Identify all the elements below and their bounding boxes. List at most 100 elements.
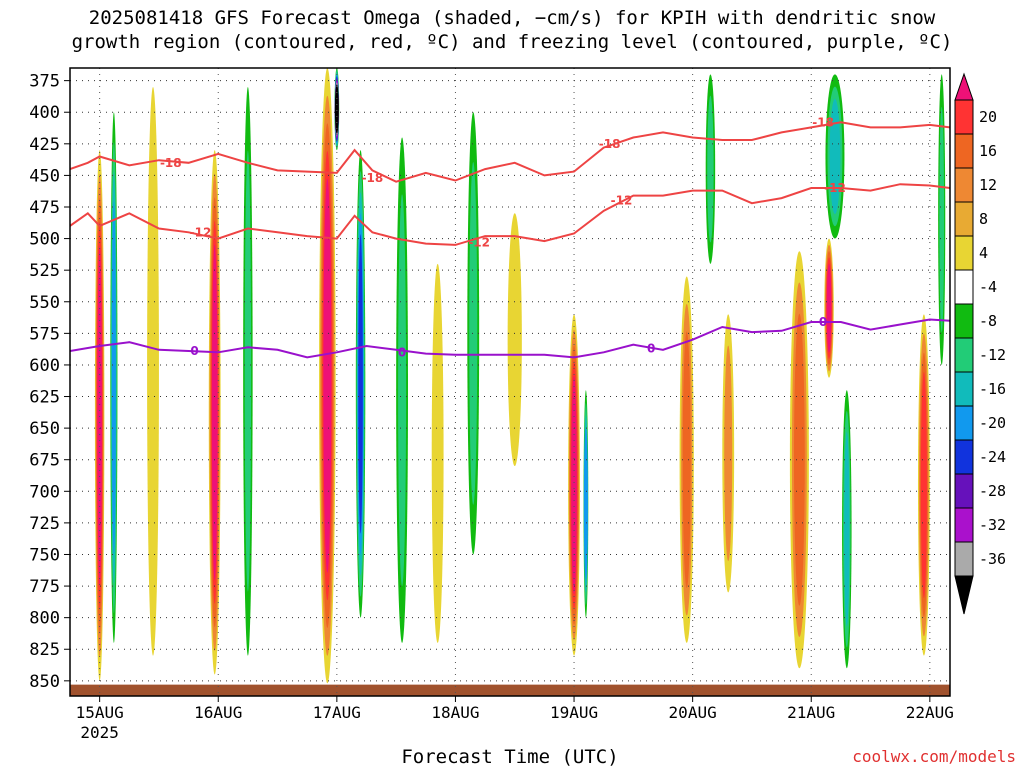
colorbar-tick-label: 4 [979, 244, 988, 262]
omega-cell [469, 161, 478, 505]
x-tick-label: 19AUG [550, 703, 598, 722]
y-tick-label: 750 [29, 545, 60, 565]
y-tick-label: 800 [29, 609, 60, 629]
terrain-band [70, 684, 950, 696]
x-tick-label: 21AUG [787, 703, 835, 722]
colorbar-tick-label: -32 [979, 516, 1006, 534]
omega-cell [211, 244, 218, 581]
contour-line [70, 318, 950, 359]
y-tick-label: 475 [29, 198, 60, 218]
x-axis-label: Forecast Time (UTC) [401, 746, 619, 768]
colorbar-swatch [954, 507, 974, 543]
y-tick-label: 450 [29, 166, 60, 186]
colorbar-tick-label: -8 [979, 312, 997, 330]
y-tick-label: 575 [29, 324, 60, 344]
omega-cell [844, 431, 850, 627]
y-tick-label: 400 [29, 103, 60, 123]
colorbar-tick-label: 8 [979, 210, 988, 228]
omega-cell [826, 263, 832, 353]
contour-label: -12 [468, 235, 490, 249]
omega-cell [398, 194, 407, 587]
colorbar-tick-label: 12 [979, 176, 997, 194]
colorbar-tick-label: -28 [979, 482, 1006, 500]
y-tick-label: 850 [29, 672, 60, 692]
y-tick-label: 650 [29, 419, 60, 439]
colorbar-swatch [954, 337, 974, 373]
y-tick-label: 825 [29, 640, 60, 660]
contour-label: -12 [824, 181, 846, 195]
colorbar-tick-label: -36 [979, 550, 1006, 568]
y-tick-label: 425 [29, 135, 60, 155]
title-line-2: growth region (contoured, red, ºC) and f… [71, 31, 953, 53]
omega-cell [111, 201, 116, 554]
omega-cell [97, 245, 102, 586]
colorbar-swatch [954, 167, 974, 203]
y-tick-label: 625 [29, 388, 60, 408]
contour-label: 0 [190, 344, 198, 358]
y-tick-label: 725 [29, 514, 60, 534]
colorbar-swatch [954, 99, 974, 135]
omega-field [94, 68, 946, 684]
omega-cell [334, 84, 339, 134]
title-line-1: 2025081418 GFS Forecast Omega (shaded, −… [88, 7, 936, 29]
y-tick-label: 775 [29, 577, 60, 597]
x-tick-label: 15AUG [76, 703, 124, 722]
contour-label: -18 [599, 137, 621, 151]
colorbar-swatch [954, 133, 974, 169]
y-tick-label: 375 [29, 72, 60, 92]
x-axis: 15AUG 16AUG 17AUG 18AUG 19AUG 20AUG 21AUG 22AUG… [76, 696, 954, 742]
omega-cell [244, 150, 252, 592]
omega-cell [920, 371, 927, 598]
y-tick-label: 600 [29, 356, 60, 376]
colorbar-tick-label: -12 [979, 346, 1006, 364]
colorbar-swatch [954, 371, 974, 407]
plot-frame [69, 67, 951, 697]
y-tick-label: 700 [29, 482, 60, 502]
contour-label: -12 [611, 194, 633, 208]
x-tick-label: 20AUG [669, 703, 717, 722]
colorbar-swatch [954, 473, 974, 509]
terrain-surface [70, 684, 950, 696]
contour-label: -18 [362, 171, 384, 185]
colorbar-tick-label: 16 [979, 142, 997, 160]
contour-label: 0 [647, 342, 655, 356]
omega-cell [323, 178, 332, 573]
omega-cell [707, 95, 714, 243]
omega-cell [358, 234, 363, 534]
colorbar-bottom-arrow [954, 575, 974, 615]
colorbar-swatch [954, 303, 974, 339]
y-tick-label: 500 [29, 230, 60, 250]
contour-label: 0 [398, 345, 406, 359]
colorbar-swatch [954, 439, 974, 475]
colorbar-tick-label: -16 [979, 380, 1006, 398]
omega-cell [794, 313, 805, 606]
omega-cell [583, 428, 588, 580]
colorbar-swatch [954, 541, 974, 577]
omega-cell [571, 375, 577, 595]
colorbar-tick-label: -24 [979, 448, 1006, 466]
contour-label: -18 [812, 115, 834, 129]
colorbar-swatch [954, 405, 974, 441]
contour-label: 0 [819, 315, 827, 329]
omega-cell [507, 213, 522, 467]
contour-label: -12 [190, 225, 212, 239]
x-tick-label: 18AUG [431, 703, 479, 722]
colorbar-tick-label: -20 [979, 414, 1006, 432]
chart-title: 2025081418 GFS Forecast Omega (shaded, −… [0, 6, 1024, 54]
omega-cell [682, 331, 691, 588]
x-tick-label: 17AUG [313, 703, 361, 722]
omega-cell [147, 86, 159, 656]
x-tick-label: 22AUG [906, 703, 954, 722]
colorbar-swatch [954, 269, 974, 305]
x-year-label: 2025 [80, 723, 119, 742]
omega-cell [939, 107, 945, 333]
omega-cell [431, 263, 444, 643]
omega-cell [724, 345, 733, 562]
contours: -18 -18 -18 -18 -12 -12 -12 -12 0 0 0 0 [70, 115, 950, 359]
colorbar-top-arrow [954, 72, 974, 101]
colorbar-swatch [954, 235, 974, 271]
colorbar-tick-label: 20 [979, 108, 997, 126]
x-tick-label: 16AUG [194, 703, 242, 722]
colorbar-swatch [954, 201, 974, 237]
